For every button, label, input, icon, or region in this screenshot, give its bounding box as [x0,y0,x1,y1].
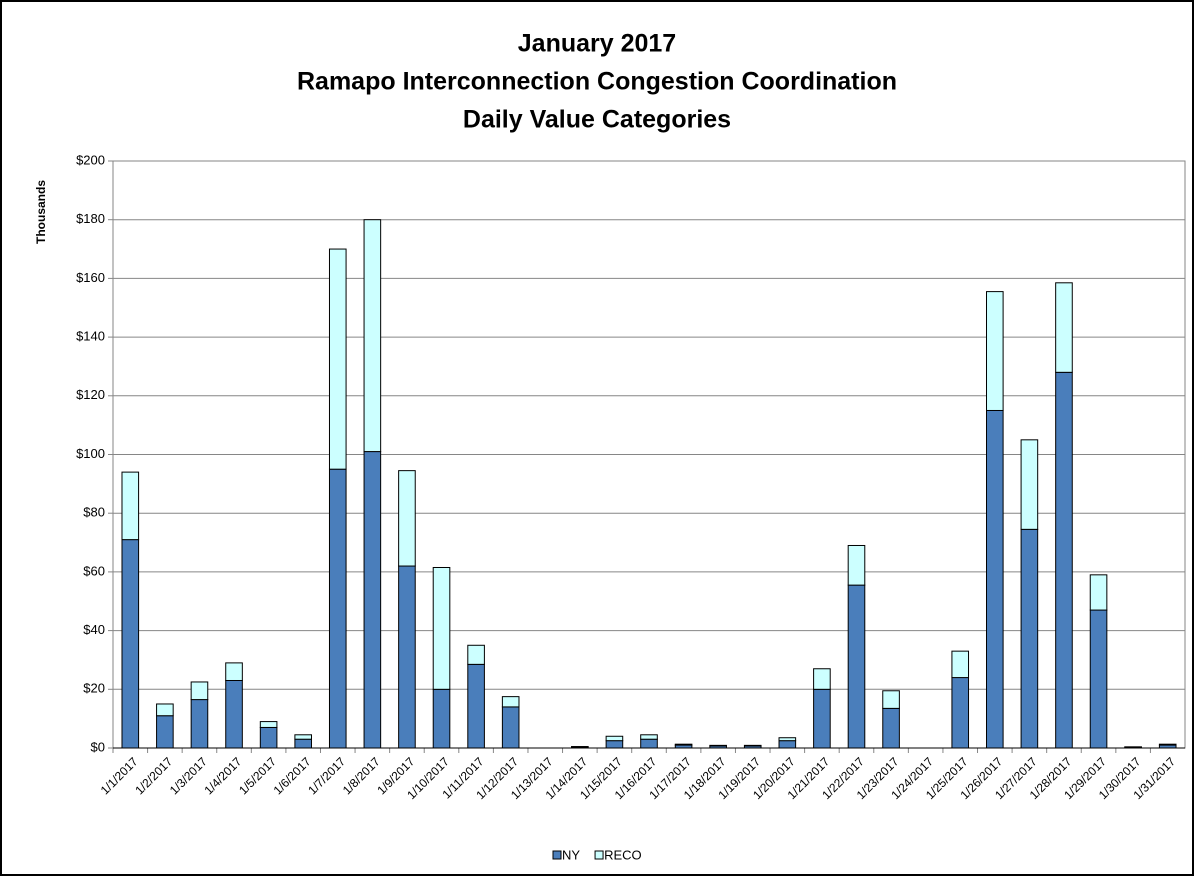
bar-segment [467,663,485,749]
y-tick-label: $140 [76,329,105,344]
bar-segment [882,690,900,709]
bar-segment [1158,743,1177,746]
y-axis-label: Thousands [34,180,48,244]
bar-segment [743,744,762,747]
legend-swatch [552,850,562,860]
bar-segment [259,721,278,728]
bar-segment [986,291,1004,411]
legend-label: RECO [604,847,642,862]
y-tick-label: $20 [83,681,105,696]
bar-segment [1089,574,1108,611]
y-tick-label: $120 [76,387,105,402]
bar-segment [432,566,451,690]
bar-segment [882,707,900,749]
bar-segment [156,703,174,717]
bar-segment [398,470,416,567]
bar-segment [640,734,658,740]
bar-segment [1089,609,1108,749]
y-tick-label: $80 [83,505,105,520]
bar-segment [605,740,624,749]
y-tick-label: $180 [76,211,105,226]
bar-segment [294,738,312,749]
chart-title: Daily Value Categories [463,106,731,134]
bar-segment [813,688,831,749]
bar-segment [1055,282,1073,373]
bar-segment [1020,439,1039,530]
bar-segment [190,699,209,749]
bar-segment [432,688,451,749]
bar-segment [363,219,382,453]
bar-segment [778,737,797,742]
bar-segment [363,451,382,749]
y-tick-label: $40 [83,622,105,637]
bar-segment [1055,371,1073,749]
y-tick-label: $100 [76,446,105,461]
bar-segment [571,746,589,748]
bar-segment [951,677,970,749]
y-tick-label: $160 [76,270,105,285]
bar-segment [501,696,520,708]
chart-title: January 2017 [518,30,676,58]
bar-segment [778,740,797,749]
bar-segment [328,468,347,749]
chart-title: Ramapo Interconnection Congestion Coordi… [297,68,897,96]
y-tick-label: $200 [76,152,105,167]
bar-segment [847,544,866,586]
y-tick-label: $0 [91,739,105,754]
bar-segment [190,681,209,701]
bar-segment [294,734,312,740]
bar-segment [847,584,866,749]
bar-segment [813,668,831,690]
bar-segment [328,248,347,470]
bar-segment [986,409,1004,749]
bar-segment [709,744,727,747]
bar-segment [605,735,624,742]
legend-swatch [594,850,604,860]
bar-segment [674,743,693,746]
bar-segment [501,706,520,749]
bar-segment [121,471,140,541]
bar-segment [156,715,174,749]
bar-segment [467,644,485,665]
y-tick-label: $60 [83,563,105,578]
bar-segment [1020,528,1039,749]
bar-segment [951,650,970,679]
bar-segment [225,662,243,681]
bar-segment [640,738,658,749]
bar-segment [121,539,140,749]
legend-label: NY [562,847,580,862]
bar-segment [398,565,416,749]
bar-segment [225,679,243,749]
bar-segment [259,726,278,749]
